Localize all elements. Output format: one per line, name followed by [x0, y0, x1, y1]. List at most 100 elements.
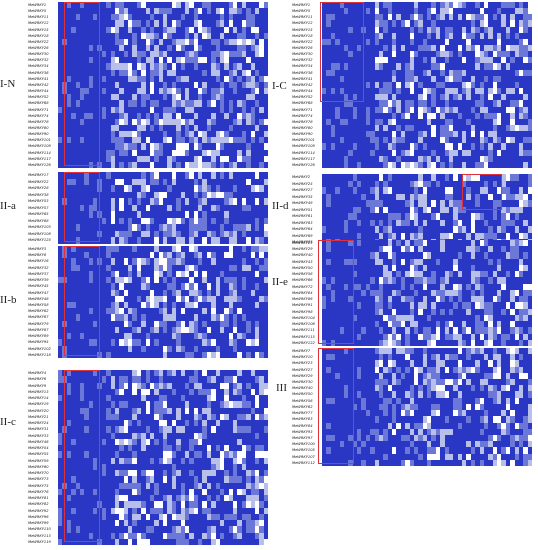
residue-cell [136, 351, 142, 358]
residue-cell [136, 376, 142, 383]
residue-cell [93, 463, 98, 470]
residue-cell [335, 20, 340, 27]
residue-cell [163, 333, 168, 340]
residue-cell [145, 57, 150, 64]
residue-cell [145, 420, 150, 427]
residue-cell [263, 476, 268, 483]
residue-cell [141, 224, 146, 231]
residue-cell [259, 388, 264, 395]
residue-cell [101, 137, 107, 144]
residue-cell [237, 488, 242, 495]
residue-cell [145, 100, 150, 107]
residue-cell [66, 308, 72, 315]
residue-cell [193, 333, 198, 340]
residue-cell [132, 143, 137, 150]
residue-cell [119, 376, 124, 383]
residue-cell [114, 178, 120, 186]
residue-cell [241, 100, 247, 107]
residue-cell [189, 413, 194, 420]
residue-cell [224, 432, 229, 439]
residue-cell [189, 217, 194, 225]
residue-cell [483, 63, 489, 70]
residue-cell [202, 513, 207, 520]
residue-cell [527, 57, 532, 64]
residue-cell [457, 45, 462, 52]
residue-cell [84, 295, 89, 302]
residue-cell [501, 32, 506, 39]
residue-cell [339, 69, 344, 76]
residue-cell [259, 230, 264, 238]
residue-cell [488, 38, 493, 46]
residue-cell [171, 501, 177, 508]
residue-cell [154, 264, 159, 271]
alignment-row: MeWRKY26 [28, 45, 270, 52]
residue-cell [71, 32, 76, 39]
residue-cell [211, 2, 216, 9]
residue-cell [392, 63, 397, 70]
residue-cell [228, 8, 233, 15]
residue-cell [211, 382, 216, 389]
residue-cell [79, 270, 85, 278]
sequence-name: MeWRKY78 [28, 119, 49, 124]
residue-cell [211, 161, 216, 168]
residue-cell [75, 224, 80, 231]
residue-cell [110, 314, 115, 321]
residue-cell [128, 382, 133, 389]
residue-cell [466, 8, 471, 15]
residue-cell [392, 81, 397, 89]
residue-cell [163, 118, 168, 125]
residue-cell [114, 501, 120, 508]
residue-cell [219, 445, 225, 452]
residue-cell [114, 38, 120, 46]
residue-cell [128, 451, 133, 458]
residue-cell [167, 463, 172, 470]
residue-cell [241, 495, 247, 502]
residue-cell [254, 252, 260, 259]
residue-cell [219, 14, 225, 21]
residue-cell [396, 38, 401, 46]
residue-cell [180, 88, 185, 95]
residue-cell [71, 8, 76, 15]
residue-cell [167, 495, 172, 502]
residue-cell [84, 106, 89, 113]
residue-cell [254, 388, 260, 395]
residue-cell [193, 224, 198, 231]
residue-cell [233, 401, 238, 408]
residue-cell [114, 155, 120, 162]
residue-cell [219, 264, 225, 271]
residue-cell [211, 333, 216, 340]
residue-cell [66, 258, 72, 265]
residue-cell [123, 376, 128, 383]
residue-cell [198, 432, 203, 439]
residue-cell [250, 463, 255, 470]
residue-cell [470, 26, 476, 33]
residue-cell [145, 308, 150, 315]
residue-cell [470, 38, 476, 46]
residue-cell [66, 326, 72, 334]
residue-cell [241, 2, 247, 9]
residue-cell [374, 2, 379, 9]
residue-cell [246, 457, 251, 464]
sequence-name: MeWRKY119 [28, 539, 51, 544]
residue-cell [254, 395, 260, 402]
residue-cell [132, 131, 137, 138]
residue-cell [259, 476, 264, 483]
residue-cell [75, 252, 80, 259]
residue-cell [254, 124, 260, 132]
residue-cell [427, 14, 432, 21]
residue-cell [237, 426, 242, 433]
residue-cell [206, 63, 212, 70]
residue-cell [154, 155, 159, 162]
residue-cell [167, 38, 172, 46]
residue-cell [93, 118, 98, 125]
sequence-name: MeWRKY88 [28, 218, 49, 223]
residue-cell [497, 26, 502, 33]
residue-cell [154, 407, 159, 414]
residue-cell [110, 143, 115, 150]
residue-cell [171, 191, 177, 199]
residue-cell [322, 69, 327, 76]
residue-cell [93, 289, 98, 296]
residue-cell [101, 432, 107, 439]
residue-cell [215, 143, 220, 150]
residue-cell [440, 8, 445, 15]
